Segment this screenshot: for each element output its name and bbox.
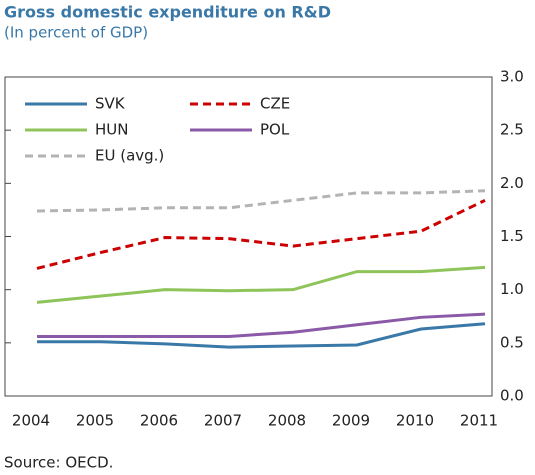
source-note: Source: OECD. — [4, 454, 113, 472]
y-tick-label: 2.0 — [500, 174, 524, 192]
x-tick-label: 2011 — [460, 412, 498, 430]
legend-label: HUN — [95, 121, 128, 139]
chart-title: Gross domestic expenditure on R&D — [4, 3, 331, 22]
data-line — [36, 198, 486, 270]
x-tick-label: 2008 — [268, 412, 306, 430]
y-tick-label: 0.5 — [500, 333, 524, 351]
legend-label: CZE — [260, 95, 290, 113]
data-line — [37, 322, 486, 349]
legend-label: SVK — [95, 95, 126, 113]
legend-label: POL — [260, 121, 290, 139]
x-tick-label: 2007 — [204, 412, 242, 430]
data-line — [36, 265, 486, 304]
x-tick-label: 2009 — [332, 412, 370, 430]
chart-subtitle: (In percent of GDP) — [4, 24, 148, 42]
y-tick-label: 2.5 — [500, 121, 524, 139]
data-line — [36, 189, 486, 213]
x-tick-label: 2010 — [396, 412, 434, 430]
x-tick-label: 2005 — [76, 412, 114, 430]
y-tick-label: 0.0 — [500, 387, 524, 405]
x-tick-label: 2006 — [140, 412, 178, 430]
x-tick-label: 2004 — [12, 412, 50, 430]
y-tick-label: 1.0 — [500, 280, 524, 298]
y-tick-label: 1.5 — [500, 227, 524, 245]
y-tick-label: 3.0 — [500, 68, 524, 86]
data-line — [37, 312, 486, 338]
legend-label: EU (avg.) — [95, 147, 164, 165]
